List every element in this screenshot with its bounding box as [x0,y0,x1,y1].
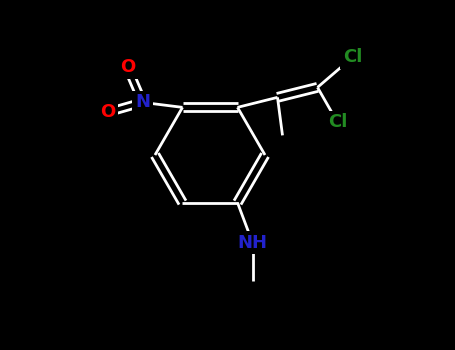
Text: O: O [100,103,115,121]
Text: NH: NH [238,234,268,252]
Text: Cl: Cl [343,48,362,66]
Text: N: N [135,93,150,111]
Text: O: O [120,58,135,76]
Text: Cl: Cl [328,113,347,131]
